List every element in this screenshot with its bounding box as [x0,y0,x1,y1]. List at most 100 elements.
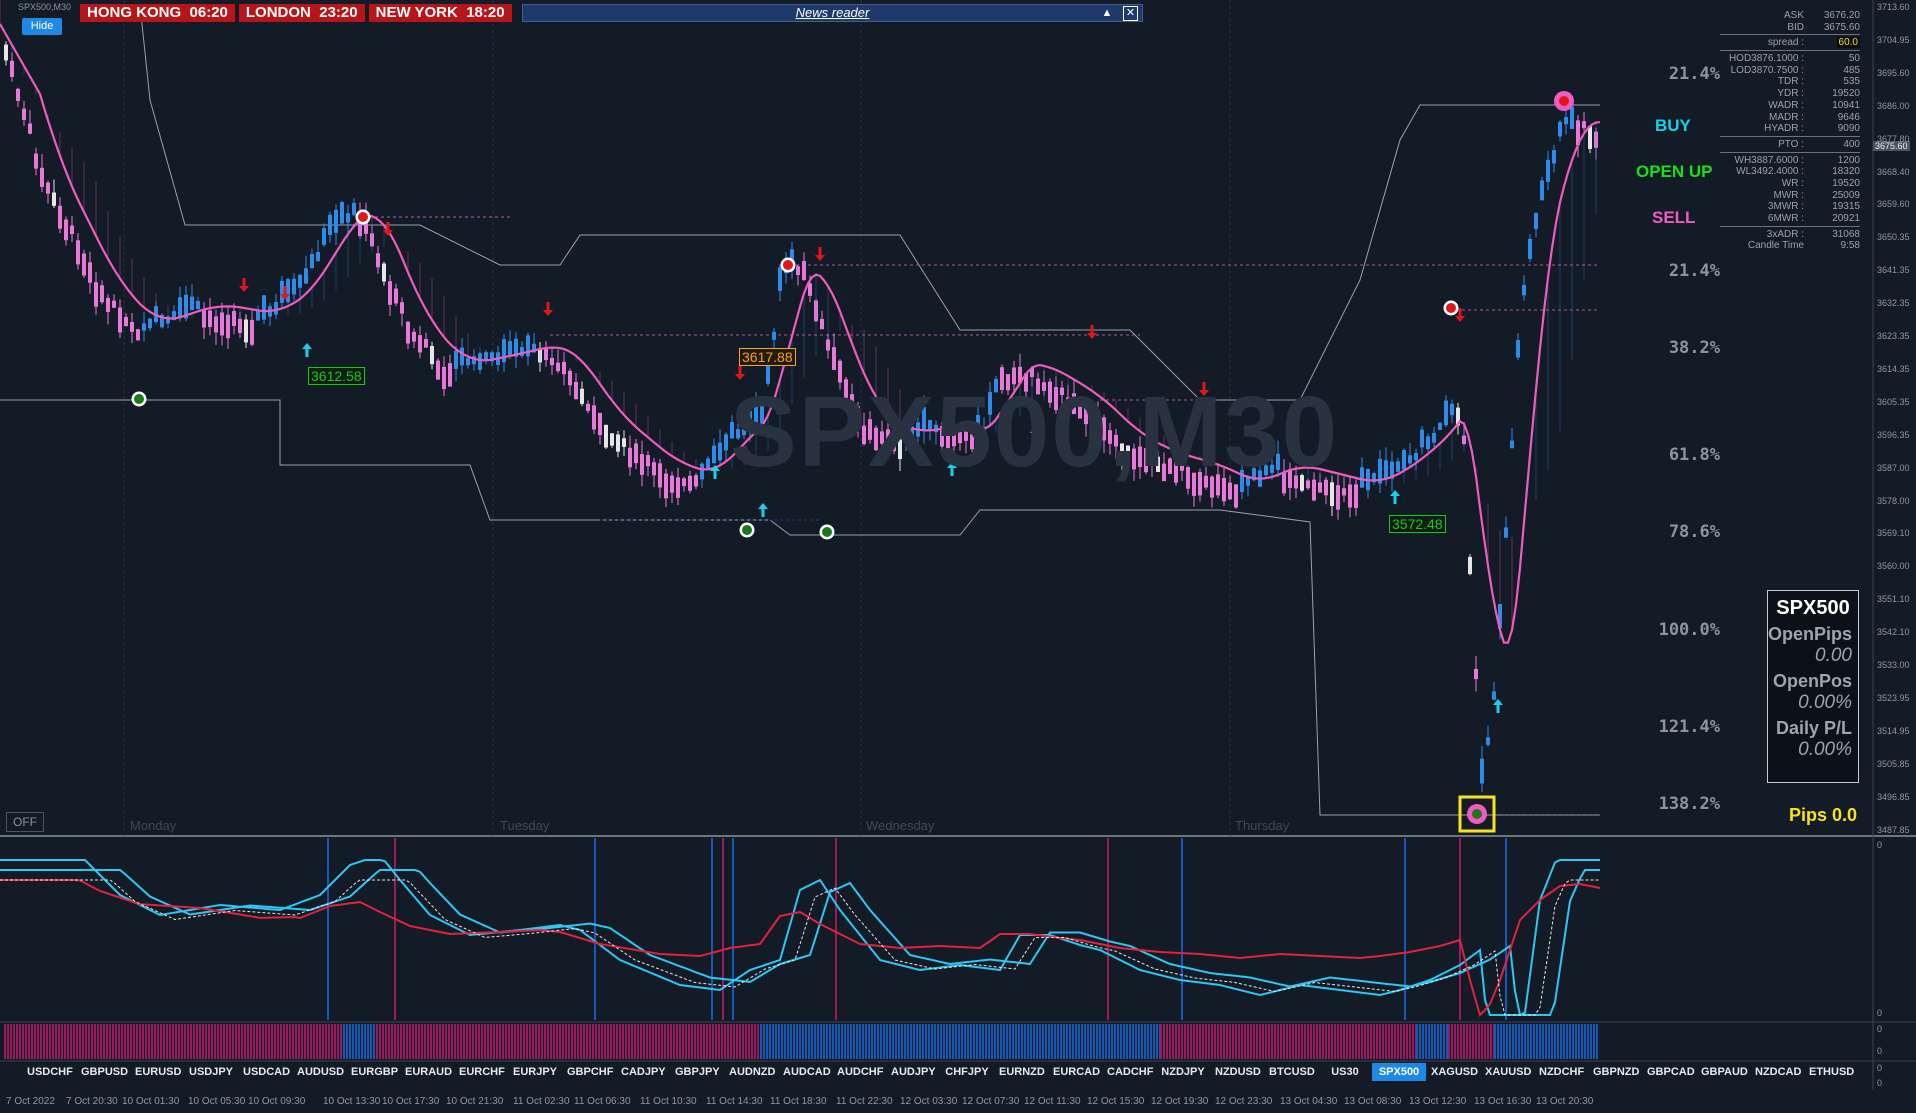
histogram-bar [1226,1024,1228,1059]
histogram-bar [1584,1024,1586,1059]
symbol-button-nzdchf[interactable]: NZDCHF [1539,1066,1585,1078]
symbol-button-eurgbp[interactable]: EURGBP [351,1066,399,1078]
histogram-bar [211,1024,213,1059]
time-axis-tick: 12 Oct 07:30 [962,1096,1020,1107]
symbol-button-audjpy[interactable]: AUDJPY [891,1066,936,1078]
candle-body [352,202,356,215]
symbol-button-gbpjpy[interactable]: GBPJPY [675,1066,720,1078]
candle-body [796,266,800,276]
candle-body [1348,484,1352,508]
histogram-bar [1039,1024,1041,1059]
candle-body [1498,604,1502,629]
symbol-button-us30[interactable]: US30 [1331,1066,1359,1078]
symbol-button-ethusd[interactable]: ETHUSD [1809,1066,1855,1078]
buy-arrow-icon [710,465,720,479]
histogram-bar [754,1024,756,1059]
candle-body [358,212,362,237]
histogram-bar [691,1024,693,1059]
price-axis-tick: 3496.85 [1877,791,1910,802]
news-reader-title[interactable]: News reader [795,5,870,20]
time-axis-tick: 12 Oct 03:30 [900,1096,958,1107]
candle-body [1534,213,1538,229]
sell-arrow-icon [1287,437,1297,451]
symbol-button-nzdusd[interactable]: NZDUSD [1215,1066,1261,1078]
histogram-bar [187,1024,189,1059]
symbol-button-gbpchf[interactable]: GBPCHF [567,1066,614,1078]
histogram-bar [1325,1024,1327,1059]
symbol-button-gbpaud[interactable]: GBPAUD [1701,1066,1748,1078]
histogram-bar [97,1024,99,1059]
symbol-button-cadjpy[interactable]: CADJPY [621,1066,666,1078]
histogram-bar [1289,1024,1291,1059]
close-icon[interactable]: ✕ [1123,6,1138,21]
symbol-button-xauusd[interactable]: XAUUSD [1485,1066,1532,1078]
minimize-icon[interactable]: ▲ [1101,7,1113,19]
osc-slow-line [0,879,1601,1017]
histogram-bar [1331,1024,1333,1059]
candle-body [430,345,434,365]
candle-body [490,352,494,362]
news-reader-bar[interactable]: News reader ▲ ✕ [522,4,1143,22]
symbol-button-btcusd[interactable]: BTCUSD [1269,1066,1315,1078]
symbol-button-eurchf[interactable]: EURCHF [459,1066,505,1078]
candlesticks [4,41,1598,793]
swing-point-icon [822,527,832,537]
histogram-bar [1108,1024,1110,1059]
histogram-bar [1437,1024,1439,1059]
histogram-bar [820,1024,822,1059]
symbol-button-eurnzd[interactable]: EURNZD [999,1066,1045,1078]
hide-button[interactable]: Hide [22,18,62,35]
symbol-button-usdjpy[interactable]: USDJPY [189,1066,234,1078]
symbol-button-audcad[interactable]: AUDCAD [783,1066,831,1078]
symbol-button-audusd[interactable]: AUDUSD [297,1066,345,1078]
symbol-button-nzdcad[interactable]: NZDCAD [1755,1066,1802,1078]
histogram-bar [1250,1024,1252,1059]
histogram-bar [1428,1024,1430,1059]
histogram-bar [115,1024,117,1059]
histogram-bar [1416,1024,1418,1059]
symbol-button-nzdjpy[interactable]: NZDJPY [1161,1066,1205,1078]
symbol-button-chfjpy[interactable]: CHFJPY [945,1066,989,1078]
candle-body [502,339,506,363]
symbol-button-eurjpy[interactable]: EURJPY [513,1066,558,1078]
candle-body [730,421,734,439]
candle-body [802,261,806,281]
symbol-button-usdchf[interactable]: USDCHF [27,1066,73,1078]
histogram-bar [1487,1024,1489,1059]
symbol-button-gbpcad[interactable]: GBPCAD [1647,1066,1695,1078]
price-axis-tick: 3505.85 [1877,758,1910,769]
symbol-button-usdcad[interactable]: USDCAD [243,1066,291,1078]
histogram-bar [400,1024,402,1059]
swing-point-icon [1559,96,1569,106]
histogram-bar [43,1024,45,1059]
symbol-button-spx500[interactable]: SPX500 [1372,1063,1426,1081]
candle-body [1390,461,1394,479]
candle-body [46,182,50,194]
histogram-bar [1566,1024,1568,1059]
symbol-button-gbpnzd[interactable]: GBPNZD [1593,1066,1640,1078]
histogram-bar [1078,1024,1080,1059]
symbol-button-audchf[interactable]: AUDCHF [837,1066,884,1078]
histogram-bar [313,1024,315,1059]
candle-body [544,347,548,361]
symbol-button-eurusd[interactable]: EURUSD [135,1066,182,1078]
histogram-bar [946,1024,948,1059]
histogram-bar [1024,1024,1026,1059]
info-row: LOD3870.7500 :485 [1730,64,1860,76]
symbol-button-xagusd[interactable]: XAGUSD [1431,1066,1479,1078]
symbol-button-cadchf[interactable]: CADCHF [1107,1066,1154,1078]
candle-body [1138,446,1142,468]
candle-body [820,318,824,330]
highlight-box [1458,795,1496,833]
symbol-button-audnzd[interactable]: AUDNZD [729,1066,776,1078]
histogram-bar [574,1024,576,1059]
histogram-bar [1196,1024,1198,1059]
symbol-button-eurcad[interactable]: EURCAD [1053,1066,1101,1078]
symbol-button-euraud[interactable]: EURAUD [405,1066,453,1078]
histogram-bar [490,1024,492,1059]
histogram-bar [1340,1024,1342,1059]
symbol-button-gbpusd[interactable]: GBPUSD [81,1066,129,1078]
histogram-bar [316,1024,318,1059]
off-button[interactable]: OFF [6,812,44,832]
